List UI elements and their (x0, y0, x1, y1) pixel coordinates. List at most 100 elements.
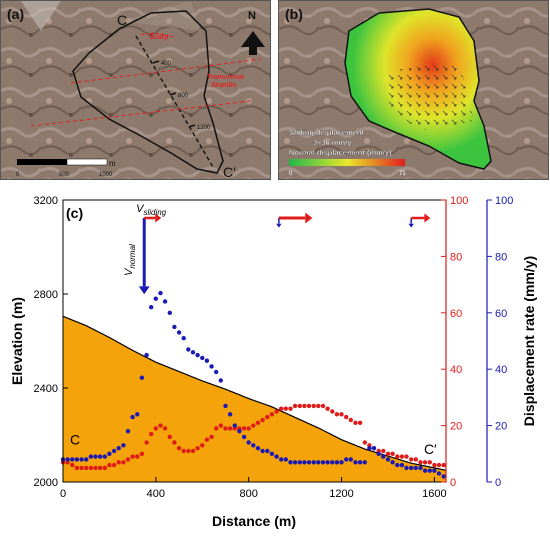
panel-a-map: 400 800 1200 Scarp Transverse drumlin (a… (0, 0, 271, 180)
normal-point (274, 454, 279, 459)
normal-point (241, 434, 247, 440)
normal-point (167, 310, 172, 315)
normal-point (371, 446, 377, 451)
north-arrow-icon: N (241, 10, 265, 55)
normal-point (413, 465, 418, 471)
normal-point (125, 429, 131, 434)
normal-point (218, 378, 223, 383)
sliding-point (84, 465, 89, 471)
sliding-point (144, 440, 149, 445)
x-axis-title: Distance (m) (212, 513, 296, 529)
v-normal-label: Vnormal (123, 244, 137, 276)
panel-a-tag: (a) (7, 6, 24, 22)
colorbar-max: 71 (399, 171, 406, 177)
sliding-point (357, 420, 363, 425)
normal-point (88, 454, 94, 459)
sliding-point (381, 448, 386, 454)
elevation-profile-line (62, 315, 447, 471)
sliding-point (409, 457, 414, 462)
normal-point (344, 457, 349, 462)
normal-point (390, 460, 395, 465)
sliding-point (344, 414, 349, 420)
normal-point (399, 462, 405, 468)
normal-series (60, 290, 446, 479)
normal-point (79, 457, 84, 462)
y-right-red-tick-label: 100 (450, 195, 468, 207)
normal-point (292, 460, 298, 465)
ridge-highlight (21, 1, 61, 31)
sliding-point (200, 443, 205, 448)
normal-point (306, 460, 312, 465)
sliding-point (162, 426, 168, 431)
satellite-background (1, 1, 270, 179)
normal-point (288, 460, 293, 465)
normal-point (214, 369, 219, 375)
sliding-point (325, 406, 330, 411)
normal-point (265, 448, 270, 454)
landslide-outline (72, 10, 224, 174)
normal-point (195, 352, 200, 358)
normal-point (367, 446, 372, 451)
sliding-point (190, 448, 196, 454)
normal-point (436, 471, 442, 476)
sliding-point (214, 426, 219, 431)
normal-point (395, 462, 400, 468)
normal-point (93, 454, 98, 459)
normal-point (130, 414, 135, 420)
elevation-profile-fill (63, 316, 446, 482)
profile-layer (62, 315, 447, 482)
sliding-point (441, 462, 446, 468)
y-right-red-tick-label: 0 (450, 477, 456, 489)
normal-point (172, 324, 177, 330)
sliding-point (181, 448, 186, 454)
scale-bar-white (66, 158, 108, 166)
profile-line (135, 35, 214, 168)
sliding-point (339, 412, 344, 417)
panel-b-svg: (b) Sliding displacement: 3–36 mm/y Norm… (279, 1, 548, 179)
sliding-point (292, 403, 298, 409)
y-right-red-tick-label: 20 (450, 421, 462, 433)
sliding-point (204, 437, 210, 442)
sliding-point (176, 446, 182, 451)
normal-point (339, 460, 344, 465)
profile-end-label: C′ (424, 441, 437, 457)
normal-point (162, 299, 168, 304)
normal-point (362, 460, 367, 465)
sliding-point (316, 403, 321, 409)
normal-point (107, 451, 112, 456)
scale-unit: m (109, 159, 116, 168)
sliding-point (353, 420, 358, 425)
sliding-point (111, 462, 117, 468)
normal-point (186, 347, 191, 352)
panel-b-tag: (b) (285, 6, 303, 22)
normal-point (97, 454, 103, 459)
normal-point (302, 460, 307, 465)
normal-point (297, 460, 302, 465)
normal-point (74, 457, 80, 462)
normal-point (283, 457, 288, 462)
x-tick-label: 1600 (422, 488, 446, 500)
y-right-red-tick-label: 60 (450, 308, 462, 320)
sliding-point (404, 454, 409, 459)
normal-point (334, 460, 340, 465)
profile-tick-400: 400 (161, 61, 172, 67)
y-axis-right-title: Displacement rate (mm/y) (521, 256, 537, 426)
sliding-point (227, 426, 233, 431)
sliding-point (362, 440, 367, 445)
sliding-point (260, 417, 265, 423)
sliding-point (167, 434, 172, 440)
sliding-point (311, 403, 316, 409)
scale-label-500: 500 (59, 172, 70, 178)
profile-tick-1200: 1200 (197, 125, 211, 131)
sliding-point (348, 417, 353, 423)
sliding-point (330, 409, 335, 414)
sliding-point (79, 465, 84, 471)
legend-sliding: Sliding displacement: (289, 128, 367, 137)
normal-point (330, 460, 335, 465)
sliding-point (121, 460, 126, 465)
sliding-point (422, 460, 428, 465)
y-right-blue-tick-label: 40 (495, 364, 507, 376)
normal-point (84, 457, 89, 462)
y-right-blue-tick-label: 80 (495, 251, 507, 263)
sliding-point (139, 451, 145, 456)
